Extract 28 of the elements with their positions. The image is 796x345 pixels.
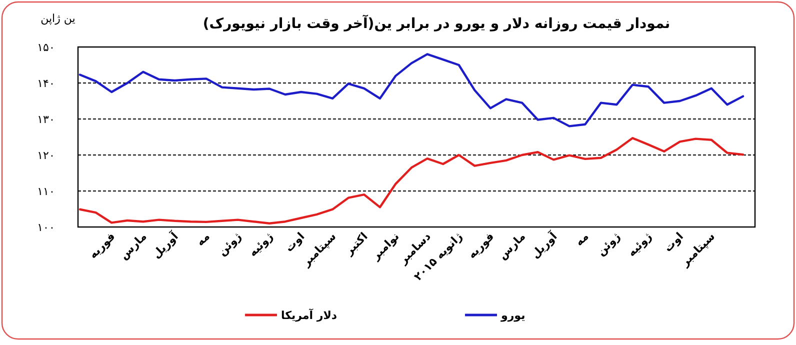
x-tick-label: ژوئیه: [246, 230, 276, 260]
chart-title: نمودار قیمت روزانه دلار و یورو در برابر ین(آخر وقت بازار نیویورک): [202, 14, 670, 32]
x-tick-label: مه: [194, 230, 212, 249]
x-tick-label: نوامبر: [368, 230, 402, 264]
y-tick-label: ۱۳۰: [37, 113, 55, 126]
x-tick-label: ژوئن: [216, 230, 244, 258]
y-tick-label: ۱۰۰: [37, 221, 55, 234]
x-tick-label: مارس: [117, 230, 150, 262]
x-tick-label: اوت: [282, 230, 308, 254]
x-tick-label: فوریه: [465, 230, 497, 262]
x-tick-label: آوریل: [149, 229, 181, 261]
y-tick-label: ۱۱۰: [37, 185, 55, 198]
x-tick-label: اکتبر: [342, 230, 370, 258]
x-tick-label: ژوئن: [594, 230, 623, 258]
legend-label: یورو: [500, 309, 526, 322]
x-tick-label: آوریل: [528, 229, 560, 261]
line-series: [78, 136, 744, 224]
x-tick-label: اوت: [661, 230, 686, 254]
y-tick-label: ۱۵۰: [37, 41, 55, 54]
y-tick-label: ۱۴۰: [37, 77, 55, 90]
legend-label: دلار آمریکا: [281, 308, 338, 322]
x-tick-label: مه: [572, 230, 592, 249]
x-tick-label: مارس: [496, 230, 528, 262]
y-tick-label: ۱۲۰: [37, 149, 55, 162]
y-axis-title: ین ژاپن: [40, 12, 76, 25]
line-series: [78, 53, 744, 128]
x-tick-label: فوریه: [86, 230, 118, 262]
x-tick-label: ژوئیه: [625, 230, 654, 260]
